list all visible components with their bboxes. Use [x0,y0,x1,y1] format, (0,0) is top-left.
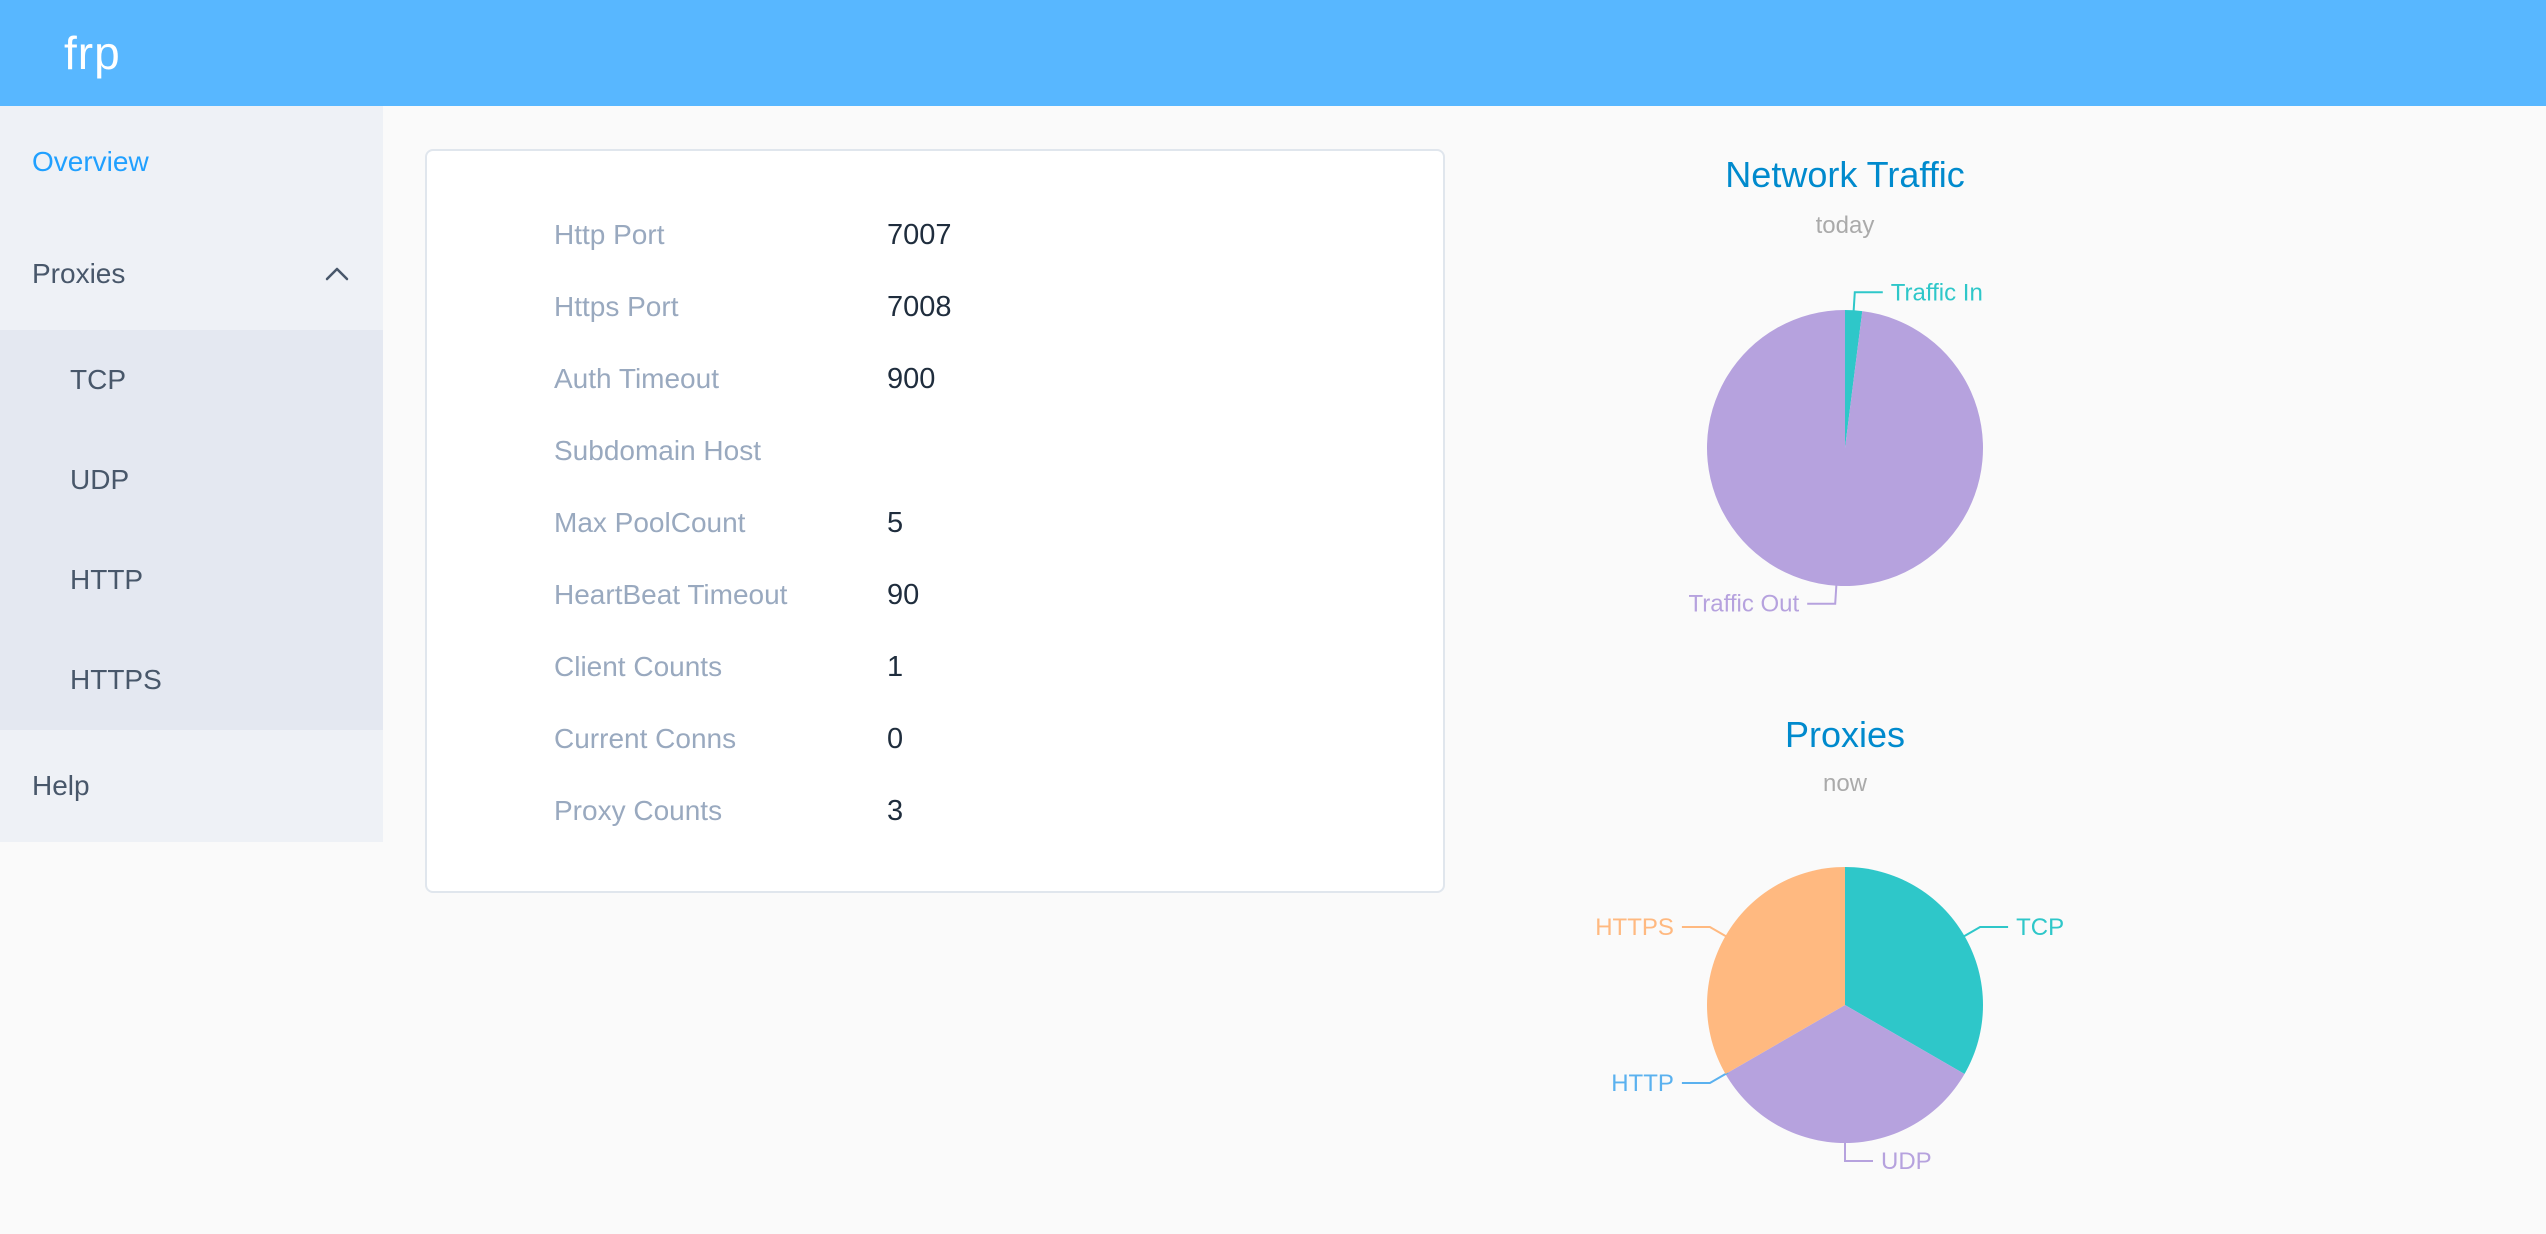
server-info-row: HeartBeat Timeout 90 [427,559,1443,631]
server-info-row: Proxy Counts 3 [427,775,1443,847]
pie-label-traffic-in: Traffic In [1891,279,1983,306]
server-info-row: Client Counts 1 [427,631,1443,703]
server-info-label: Https Port [554,291,679,322]
sidebar-item-proxies[interactable]: Proxies [0,218,383,330]
app-header: frp [0,0,2546,106]
sidebar-item-udp[interactable]: UDP [0,430,383,530]
network-traffic-chart-title: Network Traffic [1725,154,1965,195]
pie-label-tcp: TCP [2016,914,2064,941]
server-info-row: Auth Timeout 900 [427,343,1443,415]
pie-label-line-https [1681,926,1729,939]
server-info-row: Max PoolCount 5 [427,487,1443,559]
pie-label-traffic-out: Traffic Out [1689,591,1800,618]
pie-slice-traffic-out[interactable] [1707,310,1983,586]
sidebar-item-label: HTTP [70,564,144,595]
server-info-card: Http Port 7007 Https Port 7008 Auth Time… [425,149,1445,893]
sidebar-item-label: Help [32,770,90,801]
pie-label-line-traffic-out [1807,582,1838,605]
server-info-value: 900 [887,362,936,395]
proxies-chart-title: Proxies [1784,714,1906,755]
pie-slice-udp[interactable] [1725,1005,1965,1143]
server-info-row: Current Conns 0 [427,703,1443,775]
sidebar-item-label: HTTPS [70,664,162,695]
server-info-label: Current Conns [554,723,737,754]
server-info-label: Subdomain Host [554,435,762,466]
server-info-value: 90 [887,578,920,611]
server-info-value: 3 [887,794,904,827]
server-info-label: HeartBeat Timeout [554,579,788,610]
sidebar-item-label: Proxies [32,258,126,289]
proxies-submenu: TCP UDP HTTP HTTPS [0,330,383,730]
server-info-label: Proxy Counts [554,795,723,826]
server-info-value: 5 [887,506,904,539]
chevron-up-icon [325,267,349,281]
pie-label-line-http [1681,1071,1729,1084]
server-info-value: 7008 [887,290,952,323]
sidebar-item-label: TCP [70,364,126,395]
server-info-label: Auth Timeout [554,363,719,394]
proxies-pie-chart: TCP UDP HTTP HTTPS [1595,867,2064,1175]
pie-slice-https[interactable] [1707,867,1845,1074]
server-info-value: 1 [887,650,904,683]
server-info-row: Https Port 7008 [427,271,1443,343]
pie-slice-tcp[interactable] [1845,867,1983,1074]
sidebar-item-https[interactable]: HTTPS [0,630,383,730]
pie-label-https: HTTPS [1595,914,1674,941]
server-info-label: Max PoolCount [554,507,746,538]
server-info-label: Http Port [554,219,665,250]
server-info-label: Client Counts [554,651,723,682]
sidebar-item-label: Overview [32,146,149,177]
pie-slice-traffic-in[interactable] [1845,310,1863,448]
server-info-rows: Http Port 7007 Https Port 7008 Auth Time… [427,151,1443,847]
sidebar: Overview Proxies TCP UDP HTTP HTTPS Help [0,106,383,842]
pie-label-line-traffic-in [1852,291,1883,314]
sidebar-item-help[interactable]: Help [0,730,383,842]
sidebar-item-http[interactable]: HTTP [0,530,383,630]
app-logo: frp [64,27,121,79]
pie-label-udp: UDP [1881,1148,1932,1175]
network-traffic-chart-subtitle: today [1815,212,1875,239]
server-info-row: Subdomain Host [427,415,1443,487]
proxies-chart-subtitle: now [1822,770,1868,797]
server-info-value: 7007 [887,218,952,251]
network-traffic-pie-chart: Traffic In Traffic Out [1689,279,1983,618]
sidebar-item-tcp[interactable]: TCP [0,330,383,430]
pie-label-http: HTTP [1611,1070,1674,1097]
sidebar-item-label: UDP [70,464,130,495]
pie-label-line-udp [1844,1140,1873,1162]
server-info-value: 0 [887,722,904,755]
pie-label-line-tcp [1961,926,2009,939]
sidebar-item-overview[interactable]: Overview [0,106,383,218]
server-info-row: Http Port 7007 [427,199,1443,271]
